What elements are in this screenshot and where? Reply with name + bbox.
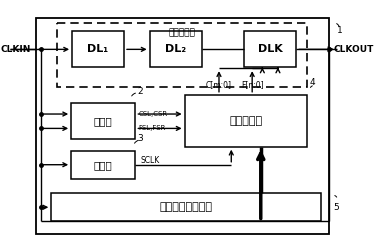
Text: 初始延迍控制电路: 初始延迍控制电路 (159, 202, 213, 212)
Text: CLKOUT: CLKOUT (334, 45, 374, 54)
Bar (150, 32, 202, 67)
Bar (244, 32, 296, 67)
Bar (36, 18, 329, 234)
Text: DLK: DLK (258, 44, 282, 54)
Text: DL₁: DL₁ (87, 44, 109, 54)
Text: 4: 4 (309, 78, 315, 87)
Text: 5: 5 (333, 203, 339, 212)
Text: 数字延迟线: 数字延迟线 (169, 28, 196, 37)
Text: CSL,CSR: CSL,CSR (138, 111, 167, 117)
Text: 分频器: 分频器 (94, 160, 112, 170)
Bar (71, 150, 135, 179)
Text: F[n:0]: F[n:0] (241, 80, 264, 89)
Text: - - -: - - - (214, 44, 231, 54)
Text: SCLK: SCLK (140, 156, 159, 166)
Bar (184, 95, 308, 147)
Text: 2: 2 (137, 87, 143, 96)
Bar (51, 193, 321, 222)
Bar (57, 23, 308, 87)
Text: 3: 3 (137, 134, 143, 143)
Text: 鉴相器: 鉴相器 (94, 116, 112, 126)
Text: C[m:0]: C[m:0] (206, 80, 232, 89)
Bar (71, 103, 135, 139)
Text: FSL,FSR: FSL,FSR (138, 126, 166, 132)
Text: 1: 1 (337, 26, 342, 35)
Text: 移位寄存器: 移位寄存器 (230, 116, 262, 126)
Bar (72, 32, 124, 67)
Text: CLKIN: CLKIN (0, 45, 30, 54)
Text: DL₂: DL₂ (165, 44, 186, 54)
